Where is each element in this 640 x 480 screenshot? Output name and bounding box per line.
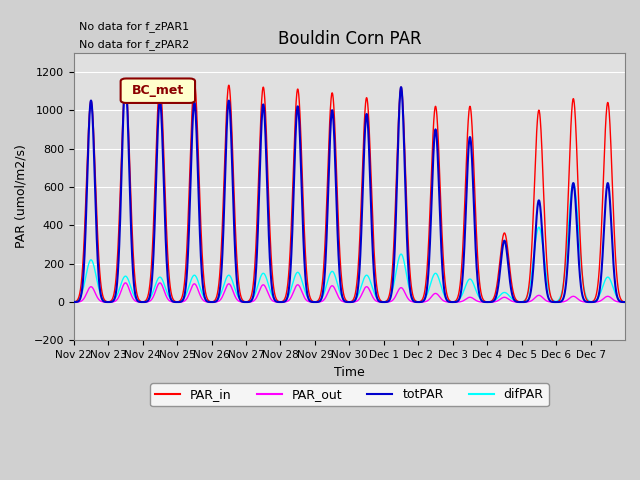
Y-axis label: PAR (umol/m2/s): PAR (umol/m2/s) <box>15 144 28 249</box>
Text: No data for f_zPAR2: No data for f_zPAR2 <box>79 39 189 50</box>
Title: Bouldin Corn PAR: Bouldin Corn PAR <box>278 30 421 48</box>
Legend: PAR_in, PAR_out, totPAR, difPAR: PAR_in, PAR_out, totPAR, difPAR <box>150 383 548 406</box>
Text: No data for f_zPAR1: No data for f_zPAR1 <box>79 22 189 33</box>
Text: BC_met: BC_met <box>132 84 184 97</box>
FancyBboxPatch shape <box>120 78 195 103</box>
X-axis label: Time: Time <box>334 366 365 379</box>
